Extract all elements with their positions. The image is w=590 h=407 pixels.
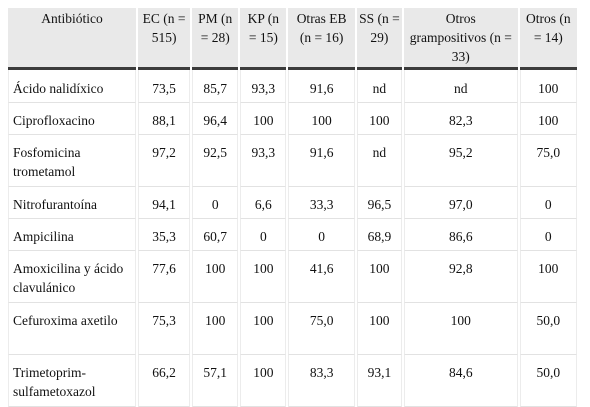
- value-otros: 50,0: [519, 355, 577, 407]
- header-kp: KP (n = 15): [240, 8, 287, 70]
- value-ec: 77,6: [137, 251, 191, 303]
- header-otras-eb: Otras EB (n = 16): [288, 8, 355, 70]
- value-otras-eb: 83,3: [288, 355, 355, 407]
- value-kp: 0: [240, 219, 287, 251]
- value-otras-eb: 41,6: [288, 251, 355, 303]
- table-row: Ácido nalidíxico 73,5 85,7 93,3 91,6 nd …: [8, 70, 577, 103]
- value-pm: 96,4: [192, 103, 239, 135]
- value-kp: 93,3: [240, 135, 287, 187]
- value-otros: 100: [519, 251, 577, 303]
- value-otros-grampositivos: nd: [403, 70, 518, 103]
- value-otros: 0: [519, 187, 577, 219]
- table-row: Fosfomicina trometamol 97,2 92,5 93,3 91…: [8, 135, 577, 187]
- value-ss: 100: [356, 103, 402, 135]
- value-ss: nd: [356, 70, 402, 103]
- value-ec: 73,5: [137, 70, 191, 103]
- value-pm: 100: [192, 251, 239, 303]
- table-row: Cefuroxima axetilo 75,3 100 100 75,0 100…: [8, 303, 577, 355]
- value-otros-grampositivos: 84,6: [403, 355, 518, 407]
- value-otras-eb: 100: [288, 103, 355, 135]
- value-otras-eb: 33,3: [288, 187, 355, 219]
- value-otros-grampositivos: 92,8: [403, 251, 518, 303]
- susceptibility-table-container: Antibiótico EC (n = 515) PM (n = 28) KP …: [8, 8, 579, 407]
- value-otros: 100: [519, 103, 577, 135]
- table-header: Antibiótico EC (n = 515) PM (n = 28) KP …: [8, 8, 577, 70]
- antibiotic-name: Amoxicilina y ácido clavulánico: [8, 251, 136, 303]
- value-kp: 93,3: [240, 70, 287, 103]
- value-pm: 57,1: [192, 355, 239, 407]
- antibiotic-name: Ácido nalidíxico: [8, 70, 136, 103]
- value-pm: 100: [192, 303, 239, 355]
- header-otros: Otros (n = 14): [519, 8, 577, 70]
- table-body: Ácido nalidíxico 73,5 85,7 93,3 91,6 nd …: [8, 70, 577, 407]
- value-otros-grampositivos: 82,3: [403, 103, 518, 135]
- table-row: Ampicilina 35,3 60,7 0 0 68,9 86,6 0: [8, 219, 577, 251]
- value-otros: 0: [519, 219, 577, 251]
- table-row: Trimetoprim-sulfametoxazol 66,2 57,1 100…: [8, 355, 577, 407]
- table-row: Amoxicilina y ácido clavulánico 77,6 100…: [8, 251, 577, 303]
- value-pm: 60,7: [192, 219, 239, 251]
- antibiotic-name: Ciprofloxacino: [8, 103, 136, 135]
- antibiotic-susceptibility-table: Antibiótico EC (n = 515) PM (n = 28) KP …: [6, 8, 579, 407]
- value-ec: 66,2: [137, 355, 191, 407]
- header-ec: EC (n = 515): [137, 8, 191, 70]
- antibiotic-name: Fosfomicina trometamol: [8, 135, 136, 187]
- value-kp: 100: [240, 303, 287, 355]
- value-kp: 6,6: [240, 187, 287, 219]
- value-ec: 94,1: [137, 187, 191, 219]
- value-ss: nd: [356, 135, 402, 187]
- table-row: Ciprofloxacino 88,1 96,4 100 100 100 82,…: [8, 103, 577, 135]
- table-row: Nitrofurantoína 94,1 0 6,6 33,3 96,5 97,…: [8, 187, 577, 219]
- value-ss: 68,9: [356, 219, 402, 251]
- value-otros: 50,0: [519, 303, 577, 355]
- value-otras-eb: 0: [288, 219, 355, 251]
- value-otros-grampositivos: 95,2: [403, 135, 518, 187]
- value-otros-grampositivos: 86,6: [403, 219, 518, 251]
- value-ss: 100: [356, 303, 402, 355]
- antibiotic-name: Ampicilina: [8, 219, 136, 251]
- value-ec: 75,3: [137, 303, 191, 355]
- value-ec: 97,2: [137, 135, 191, 187]
- value-otros-grampositivos: 97,0: [403, 187, 518, 219]
- value-ec: 88,1: [137, 103, 191, 135]
- value-ss: 96,5: [356, 187, 402, 219]
- value-ss: 100: [356, 251, 402, 303]
- header-ss: SS (n = 29): [356, 8, 402, 70]
- value-kp: 100: [240, 355, 287, 407]
- header-antibiotic: Antibiótico: [8, 8, 136, 70]
- header-otros-grampositivos: Otros grampositivos (n = 33): [403, 8, 518, 70]
- value-pm: 85,7: [192, 70, 239, 103]
- value-pm: 0: [192, 187, 239, 219]
- value-otras-eb: 91,6: [288, 70, 355, 103]
- antibiotic-name: Trimetoprim-sulfametoxazol: [8, 355, 136, 407]
- value-otros-grampositivos: 100: [403, 303, 518, 355]
- antibiotic-name: Cefuroxima axetilo: [8, 303, 136, 355]
- value-kp: 100: [240, 103, 287, 135]
- value-otros: 75,0: [519, 135, 577, 187]
- value-otras-eb: 75,0: [288, 303, 355, 355]
- value-ss: 93,1: [356, 355, 402, 407]
- value-otros: 100: [519, 70, 577, 103]
- value-ec: 35,3: [137, 219, 191, 251]
- header-row: Antibiótico EC (n = 515) PM (n = 28) KP …: [8, 8, 577, 70]
- value-pm: 92,5: [192, 135, 239, 187]
- value-otras-eb: 91,6: [288, 135, 355, 187]
- value-kp: 100: [240, 251, 287, 303]
- header-pm: PM (n = 28): [192, 8, 239, 70]
- antibiotic-name: Nitrofurantoína: [8, 187, 136, 219]
